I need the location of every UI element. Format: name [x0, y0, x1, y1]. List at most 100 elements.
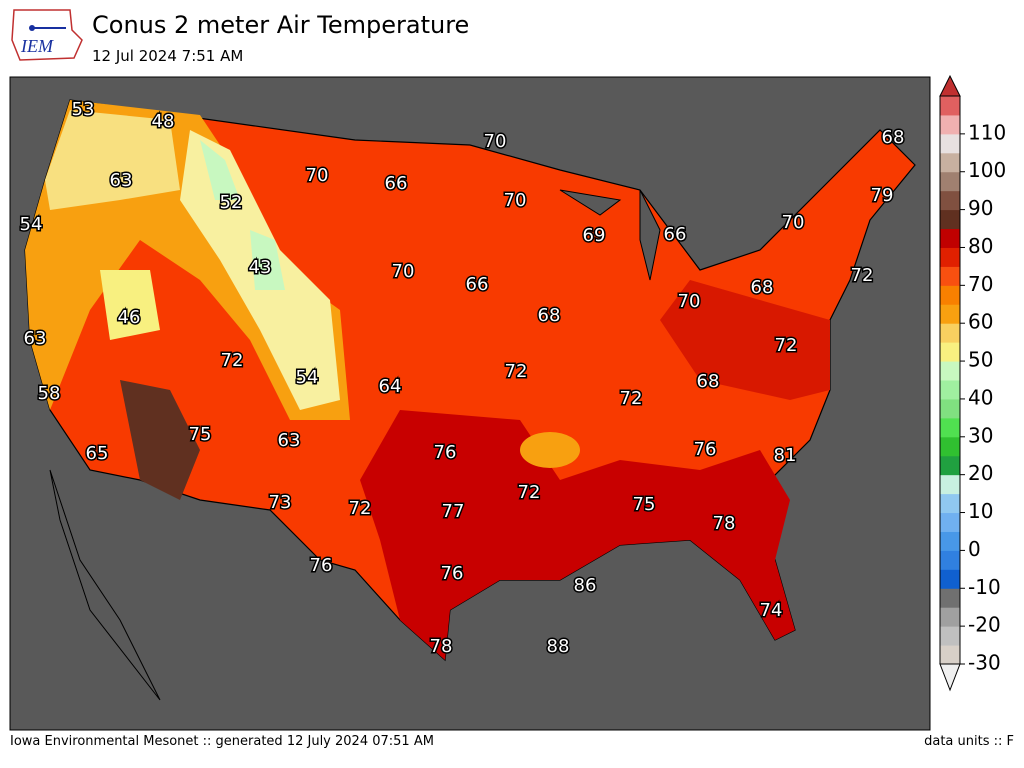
colorbar-bin: [940, 607, 960, 627]
colorbar-bin: [940, 247, 960, 267]
colorbar-bin: [940, 96, 960, 116]
temperature-label: 81: [774, 445, 797, 466]
colorbar-bin: [940, 588, 960, 608]
colorbar-bin: [940, 304, 960, 324]
temperature-label: 52: [220, 192, 243, 213]
temperature-label: 75: [189, 424, 212, 445]
temperature-label: 70: [484, 131, 507, 152]
colorbar-bin: [940, 228, 960, 248]
temperature-label: 70: [504, 190, 527, 211]
temperature-labels: 53 48 70 68 63 70 66 52 70 79 54 69 66 70 43 70 66 72 68 46…: [18, 98, 906, 659]
temperature-label: 53: [72, 99, 95, 120]
map: [9, 76, 931, 731]
temperature-label: 72: [851, 265, 874, 286]
temperature-label: 78: [430, 636, 453, 657]
logo: IEM: [11, 9, 83, 61]
colorbar-tick-label: 30: [968, 423, 993, 447]
temperature-label: 76: [694, 439, 717, 460]
colorbar-bin: [940, 342, 960, 362]
colorbar-bin: [940, 133, 960, 154]
footer-right: data units :: F: [924, 734, 1014, 749]
temperature-label: 65: [86, 443, 109, 464]
colorbar-bin: [940, 436, 960, 457]
temperature-label: 78: [713, 513, 736, 534]
colorbar-bin: [940, 114, 960, 135]
colorbar-bin: [940, 152, 960, 173]
temperature-label: 76: [434, 442, 457, 463]
colorbar-tick-label: 60: [968, 310, 993, 334]
temperature-label: 72: [221, 350, 244, 371]
title: Conus 2 meter Air Temperature: [92, 11, 469, 39]
colorbar-bin: [940, 474, 960, 495]
temperature-label: 58: [38, 383, 61, 404]
colorbar-tick-label: 20: [968, 461, 993, 485]
temperature-label: 66: [664, 224, 687, 245]
temperature-label: 86: [574, 575, 597, 596]
temperature-label: 68: [538, 305, 561, 326]
colorbar-tick-label: -30: [968, 651, 1001, 675]
colorbar-bin: [940, 569, 960, 589]
temperature-label: 75: [633, 494, 656, 515]
colorbar-bin: [940, 417, 960, 438]
temperature-label: 73: [269, 492, 292, 513]
colorbar-tick-label: 70: [968, 272, 993, 296]
temperature-label: 72: [620, 388, 643, 409]
colorbar-tick-label: 50: [968, 348, 993, 372]
temperature-label: 69: [583, 225, 606, 246]
temperature-label: 76: [441, 563, 464, 584]
temperature-label: 70: [678, 291, 701, 312]
temperature-label: 72: [518, 482, 541, 503]
temperature-label: 70: [782, 212, 805, 233]
temperature-label: 48: [152, 111, 175, 132]
temperature-label: 79: [871, 185, 894, 206]
subtitle: 12 Jul 2024 7:51 AM: [92, 47, 243, 65]
temperature-label: 54: [296, 367, 319, 388]
temperature-label: 68: [697, 371, 720, 392]
colorbar-bin: [940, 190, 960, 211]
colorbar-bin: [940, 455, 960, 476]
colorbar-tick-label: 40: [968, 385, 993, 409]
temperature-label: 64: [379, 376, 402, 397]
temperature-label: 74: [760, 600, 783, 621]
colorbar-under: [939, 663, 961, 692]
colorbar-tick-label: 10: [968, 499, 993, 523]
temperature-label: 68: [751, 277, 774, 298]
colorbar-tick-label: 100: [968, 158, 1006, 182]
colorbar-over: [939, 74, 961, 97]
colorbar-bin: [940, 398, 960, 419]
temperature-label: 63: [24, 328, 47, 349]
colorbar-bin: [940, 531, 960, 551]
temperature-label: 72: [775, 335, 798, 356]
colorbar-tick-label: 90: [968, 196, 993, 220]
colorbar-tick-label: 110: [968, 120, 1006, 144]
temperature-label: 70: [392, 261, 415, 282]
colorbar-bin: [940, 361, 960, 381]
colorbar: -30 -20 -10 0 10 20 30 40 50 60 70 80 90 100 110: [939, 74, 1006, 692]
colorbar-bin: [940, 171, 960, 192]
colorbar-bin: [940, 285, 960, 305]
temperature-label: 68: [882, 127, 905, 148]
colorbar-bin: [940, 645, 960, 665]
colorbar-bin: [940, 209, 960, 230]
temperature-label: 88: [547, 636, 570, 657]
temperature-label: 76: [310, 555, 333, 576]
colorbar-bin: [940, 512, 960, 532]
footer-left: Iowa Environmental Mesonet :: generated …: [10, 734, 434, 749]
temperature-label: 72: [349, 498, 372, 519]
colorbar-bin: [940, 550, 960, 570]
temperature-label: 63: [110, 170, 133, 191]
colorbar-bin: [940, 266, 960, 286]
colorbar-bin: [940, 493, 960, 514]
colorbar-tick-label: -20: [968, 613, 1001, 637]
logo-text: IEM: [20, 36, 54, 56]
colorbar-tick-label: -10: [968, 575, 1001, 599]
temperature-label: 54: [20, 214, 43, 235]
temperature-label: 43: [249, 257, 272, 278]
colorbar-tick-label: 0: [968, 537, 981, 561]
colorbar-frame: [939, 95, 961, 665]
colorbar-bin: [940, 626, 960, 646]
temperature-label: 63: [278, 430, 301, 451]
temperature-label: 66: [466, 274, 489, 295]
temperature-label: 46: [118, 307, 141, 328]
